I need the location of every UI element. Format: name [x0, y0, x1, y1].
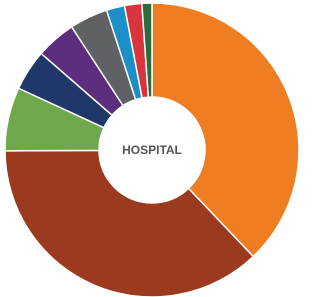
chart: HOSPITAL: [4, 2, 300, 297]
slice: [4, 149, 255, 297]
slice: [141, 2, 153, 98]
slices: [4, 2, 300, 297]
slice: [151, 2, 300, 258]
center-label: HOSPITAL: [122, 143, 182, 157]
